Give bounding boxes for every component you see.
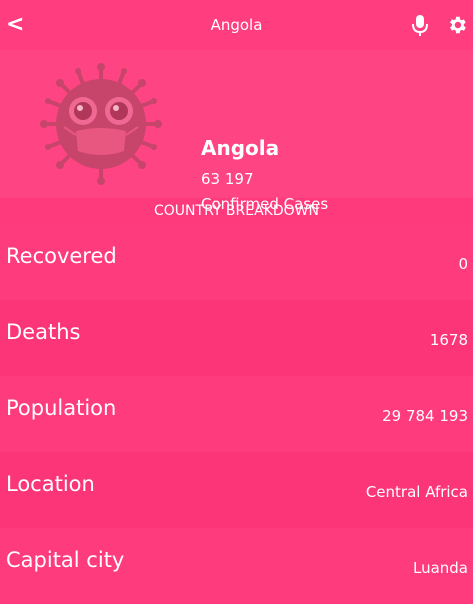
back-button[interactable]: < <box>6 12 25 37</box>
confirmed-count: 63 197 <box>201 170 254 188</box>
row-value: 0 <box>458 255 468 273</box>
row-value: 1678 <box>429 331 468 349</box>
row-value: 29 784 193 <box>382 407 468 425</box>
confirmed-label: Confirmed Cases <box>201 195 329 213</box>
row-value: Central Africa <box>365 483 468 501</box>
row-value: Luanda <box>412 559 468 577</box>
gear-icon[interactable] <box>446 14 468 36</box>
page-title: Angola <box>210 16 263 34</box>
row-label: Deaths <box>6 320 81 344</box>
row-label: Location <box>6 472 95 496</box>
country-name: Angola <box>201 136 280 160</box>
list-item-recovered: Recovered 0 <box>0 224 473 300</box>
row-label: Population <box>6 396 117 420</box>
breakdown-list: Recovered 0 Deaths 1678 Population 29 78… <box>0 224 473 604</box>
section-title: COUNTRY BREAKDOWN <box>0 198 473 224</box>
top-bar: < Angola <box>0 0 473 50</box>
country-summary: Angola 63 197 Confirmed Cases <box>0 50 473 213</box>
microphone-icon[interactable] <box>410 14 430 38</box>
list-item-deaths: Deaths 1678 <box>0 300 473 376</box>
row-label: Recovered <box>6 244 117 268</box>
list-item-population: Population 29 784 193 <box>0 376 473 452</box>
row-label: Capital city <box>6 548 125 572</box>
list-item-location: Location Central Africa <box>0 452 473 528</box>
virus-mascot-icon <box>40 63 162 185</box>
list-item-capital-city: Capital city Luanda <box>0 528 473 604</box>
